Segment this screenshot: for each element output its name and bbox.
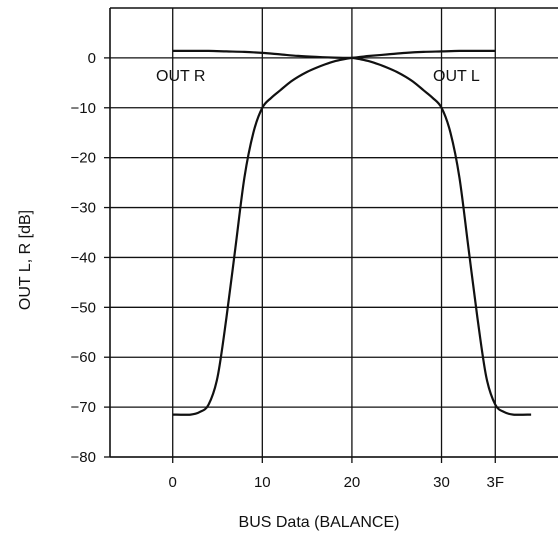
y-tick-label-8: −80 [71,449,96,466]
x-tick-label-1: 10 [254,474,271,491]
plot-frame [109,7,558,458]
y-tick-label-1: −10 [71,100,96,117]
chart-grid [110,8,558,463]
x-tick-label-3: 30 [433,474,450,491]
x-tick-labels: 0 10 20 30 3F [169,474,504,491]
x-tick-label-2: 20 [344,474,361,491]
annotation-out-l: OUT L [433,68,480,85]
chart-series [172,49,532,416]
y-tick-label-4: −40 [71,249,96,266]
series-line-out-r [172,49,496,416]
y-tick-labels: 0 −10 −20 −30 −40 −50 −60 −70 −80 [71,50,110,466]
annotation-out-r: OUT R [156,68,205,85]
y-axis-label: OUT L, R [dB] [17,210,34,310]
x-tick-label-0: 0 [169,474,177,491]
y-tick-label-7: −70 [71,399,96,416]
x-axis-label: BUS Data (BALANCE) [239,514,400,531]
x-tick-label-4: 3F [487,474,505,491]
series-line-out-l [172,49,532,416]
y-tick-label-3: −30 [71,200,96,217]
y-tick-label-5: −50 [71,299,96,316]
y-tick-label-2: −20 [71,150,96,167]
y-tick-label-6: −60 [71,349,96,366]
y-tick-label-0: 0 [88,50,96,67]
